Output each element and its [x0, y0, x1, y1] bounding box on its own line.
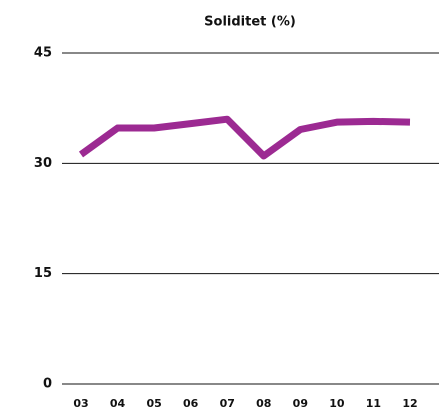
x-tick-label: 08: [256, 397, 271, 410]
y-tick-label: 30: [34, 156, 52, 171]
x-tick-label: 06: [183, 397, 199, 410]
x-tick-label: 11: [366, 397, 381, 410]
x-tick-label: 05: [146, 397, 161, 410]
x-tick-label: 10: [329, 397, 345, 410]
data-line: [78, 115, 411, 160]
y-tick-label: 15: [34, 266, 52, 281]
chart-title: Soliditet (%): [204, 15, 296, 30]
x-tick-label: 12: [402, 397, 417, 410]
y-tick-label: 45: [34, 46, 52, 61]
x-tick-label: 09: [293, 397, 308, 410]
x-tick-label: 04: [110, 397, 126, 410]
x-tick-label: 03: [73, 397, 88, 410]
x-tick-label: 07: [220, 397, 235, 410]
y-tick-label: 0: [43, 377, 52, 392]
